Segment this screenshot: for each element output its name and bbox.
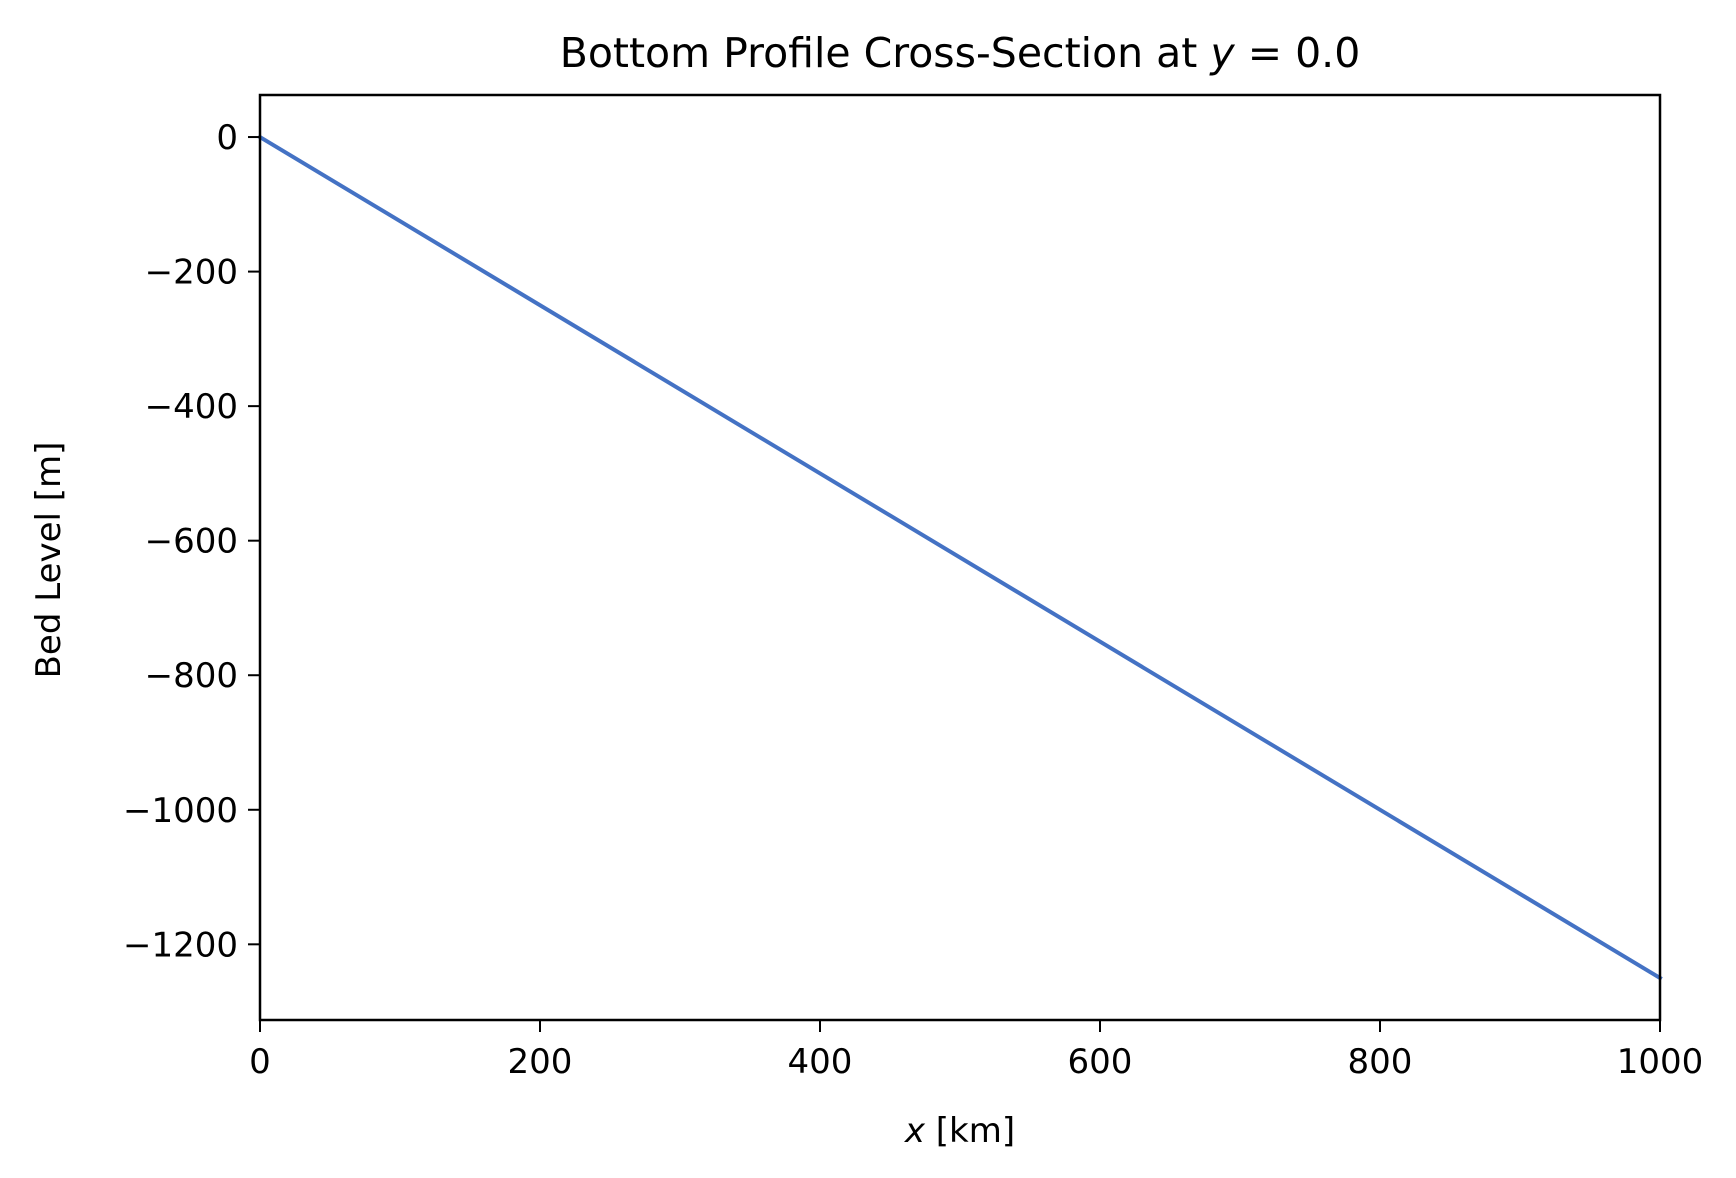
y-axis-label: Bed Level [m] bbox=[29, 442, 69, 679]
y-tick-label: −600 bbox=[145, 522, 238, 562]
plot-area bbox=[257, 93, 1663, 1022]
x-tick-label: 800 bbox=[1348, 1042, 1413, 1082]
chart-title-variable: y bbox=[1208, 29, 1235, 77]
x-tick-label: 1000 bbox=[1617, 1042, 1704, 1082]
chart-title-prefix: Bottom Profile Cross-Section at bbox=[560, 29, 1211, 77]
x-axis: 0 200 400 600 800 1000 bbox=[249, 1020, 1703, 1082]
y-tick-label: −1000 bbox=[123, 791, 238, 831]
y-tick-label: −400 bbox=[145, 387, 238, 427]
y-axis: 0 −200 −400 −600 −800 −1000 −1200 bbox=[123, 118, 260, 965]
series-line bbox=[257, 134, 1663, 981]
x-axis-label-unit: [km] bbox=[925, 1111, 1015, 1151]
y-tick-label: −200 bbox=[145, 253, 238, 293]
x-tick-label: 200 bbox=[508, 1042, 573, 1082]
x-tick-label: 600 bbox=[1068, 1042, 1133, 1082]
y-tick-label: −800 bbox=[145, 656, 238, 696]
x-axis-label-variable: x bbox=[904, 1111, 926, 1151]
plot-frame bbox=[258, 93, 1662, 1022]
x-tick-label: 400 bbox=[788, 1042, 853, 1082]
y-tick-label: −1200 bbox=[123, 925, 238, 965]
chart-title-suffix: = 0.0 bbox=[1235, 29, 1361, 77]
x-axis-label: x [km] bbox=[904, 1111, 1015, 1151]
chart-title: Bottom Profile Cross-Section at y = 0.0 bbox=[560, 29, 1361, 77]
x-tick-label: 0 bbox=[249, 1042, 271, 1082]
y-tick-label: 0 bbox=[216, 118, 238, 158]
